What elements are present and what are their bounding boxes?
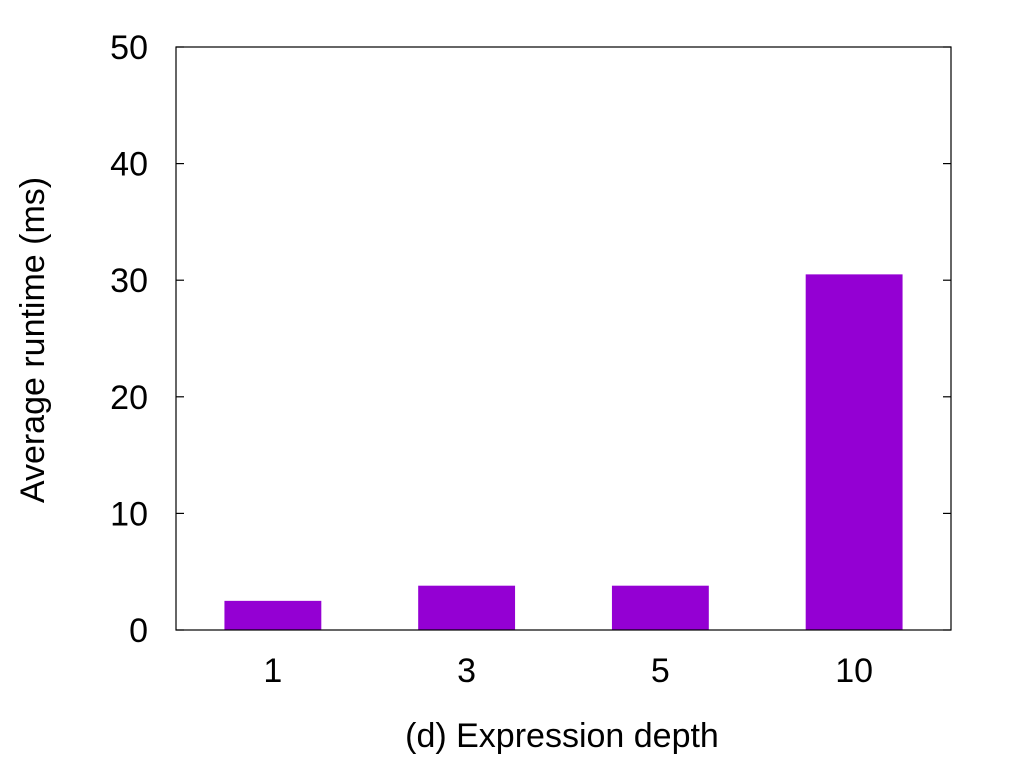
y-tick-label: 10: [110, 495, 148, 533]
bars: [224, 274, 903, 630]
bar-3: [418, 585, 516, 630]
y-tick-label: 20: [110, 379, 148, 417]
x-tick-label: 1: [263, 652, 282, 690]
y-tick-label: 0: [129, 612, 148, 650]
bar-10: [805, 274, 903, 630]
x-axis-ticks: 1 3 5 10: [263, 652, 873, 690]
x-tick-label: 10: [835, 652, 873, 690]
bar-1: [224, 600, 322, 630]
y-tick-label: 50: [110, 29, 148, 67]
bar-5: [611, 585, 709, 630]
y-tick-label: 40: [110, 146, 148, 184]
x-tick-label: 3: [457, 652, 476, 690]
y-tick-label: 30: [110, 262, 148, 300]
y-axis-ticks: 0 10 20 30 40 50: [110, 29, 951, 650]
plot-frame: [175, 46, 952, 631]
y-axis-label: Average runtime (ms): [14, 177, 52, 503]
x-axis-label: (d) Expression depth: [405, 717, 719, 755]
x-tick-label: 5: [651, 652, 670, 690]
